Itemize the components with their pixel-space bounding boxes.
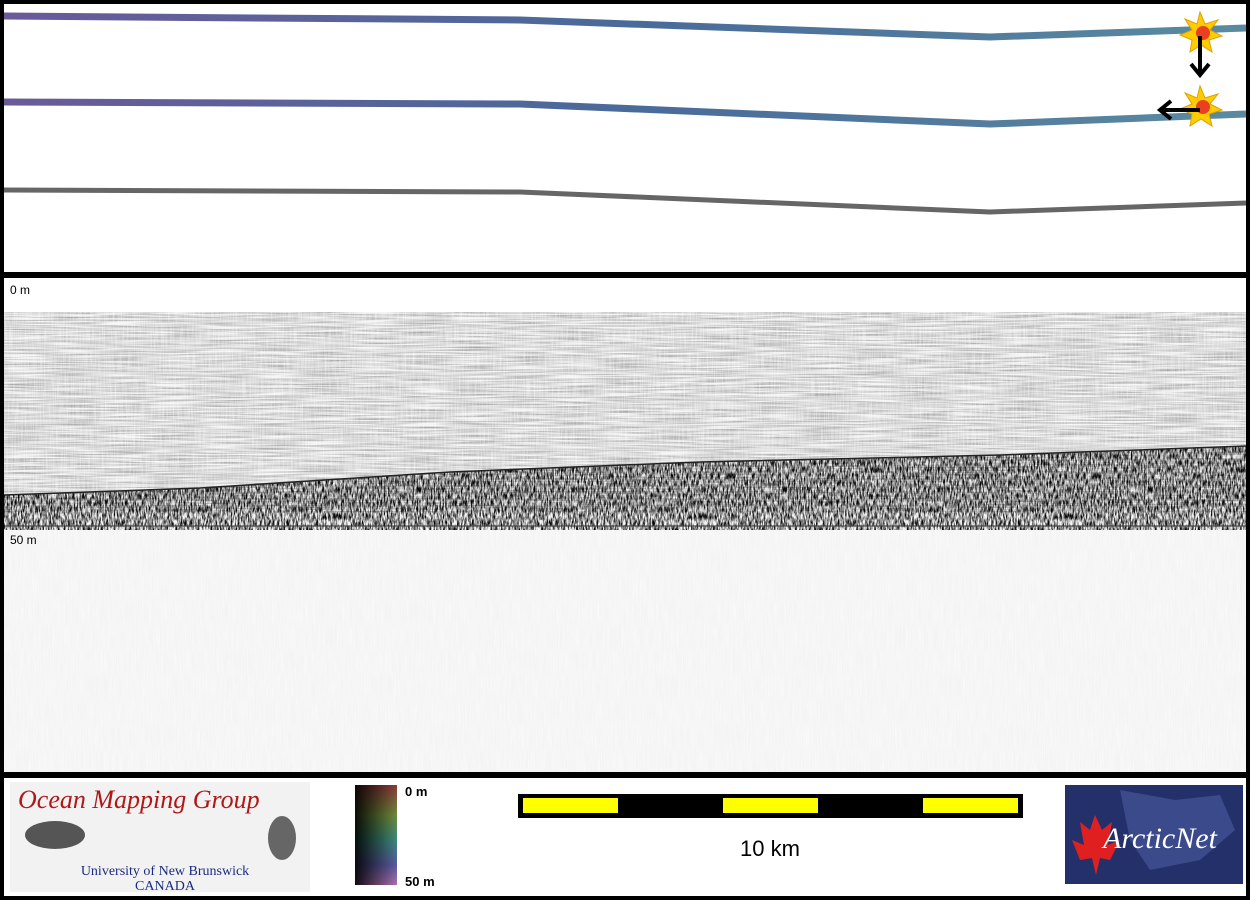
logo-title: Ocean Mapping Group [18,785,260,814]
swath [3,187,1247,215]
depth-label: 0 m [10,283,30,297]
sub-bottom [4,312,1246,772]
swath [3,98,1247,128]
arcticnet-logo: ArcticNet [1065,785,1243,884]
scale-label: 10 km [740,836,800,861]
seafloor-line [3,445,1247,496]
colorbar-label: 0 m [405,784,427,799]
logo-line: University of New Brunswick [81,864,249,879]
scale-bar [518,794,1023,818]
logo-line: CANADA [135,879,196,894]
colorbar-shade [355,785,397,885]
plan-panel [4,4,1246,272]
depth-label: 50 m [10,533,37,547]
colorbar-label: 50 m [405,874,435,889]
swath [3,12,1247,41]
sun-marker [1178,10,1224,79]
sun-marker [1156,84,1224,128]
omg-logo: Ocean Mapping Group University of New Br… [10,782,310,894]
partner-logo-text: ArcticNet [1101,822,1218,855]
